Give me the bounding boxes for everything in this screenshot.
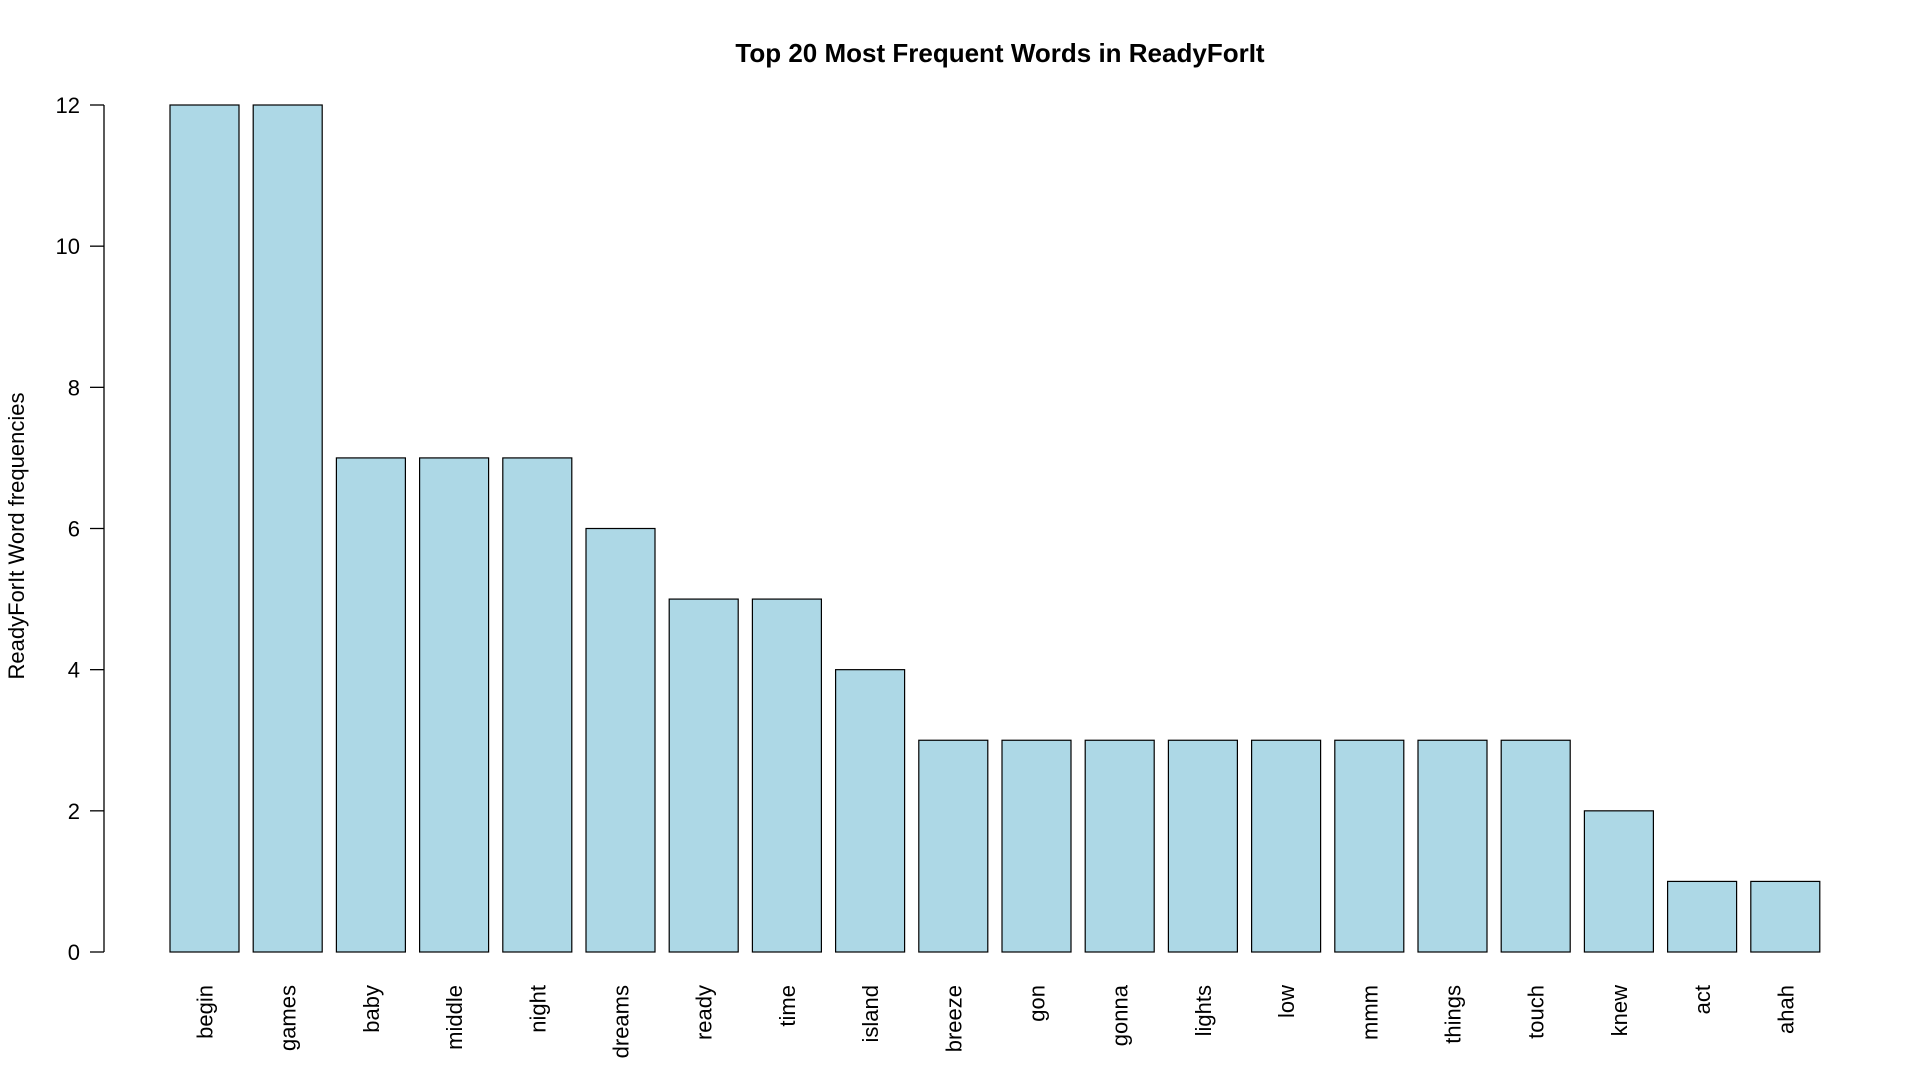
bar-night	[502, 457, 573, 953]
x-tick-label: ready	[692, 985, 717, 1040]
bar-begin	[169, 104, 240, 953]
bar-gon	[1001, 739, 1072, 953]
bar-low	[1250, 739, 1322, 953]
y-tick-label: 8	[68, 375, 80, 400]
bar-dreams	[585, 527, 656, 953]
bar-time	[751, 598, 823, 953]
y-axis-label: ReadyForIt Word frequencies	[4, 393, 29, 680]
x-tick-label: gonna	[1108, 984, 1133, 1046]
x-axis-labels: begin games baby middle night dreams ready time…	[193, 984, 1799, 1058]
bar-baby	[335, 457, 406, 953]
x-tick-label: night	[525, 985, 550, 1033]
bar-lights	[1167, 739, 1239, 953]
x-tick-label: knew	[1607, 985, 1632, 1036]
x-tick-label: middle	[442, 985, 467, 1050]
x-tick-label: begin	[193, 985, 218, 1039]
x-tick-label: act	[1690, 985, 1715, 1014]
x-tick-label: island	[858, 985, 883, 1042]
x-tick-label: low	[1274, 985, 1299, 1018]
x-tick-label: games	[276, 985, 301, 1051]
bar-mmm	[1334, 739, 1405, 953]
y-tick-label: 10	[56, 234, 80, 259]
x-tick-label: mmm	[1357, 985, 1382, 1040]
bar-ready	[668, 598, 739, 953]
x-tick-label: touch	[1524, 985, 1549, 1039]
x-tick-label: gon	[1025, 985, 1050, 1022]
bar-things	[1417, 739, 1488, 953]
x-tick-label: breeze	[941, 985, 966, 1052]
y-tick-label: 4	[68, 658, 80, 683]
bar-island	[834, 669, 906, 953]
bar-touch	[1500, 739, 1571, 953]
x-tick-label: baby	[359, 985, 384, 1033]
y-axis: 0 2 4 6 8 10 12	[56, 93, 105, 965]
bar-middle	[419, 457, 490, 953]
x-tick-label: things	[1441, 985, 1466, 1044]
x-tick-label: dreams	[609, 985, 634, 1058]
x-tick-label: time	[775, 985, 800, 1027]
bar-gonna	[1084, 739, 1155, 953]
x-tick-label: lights	[1191, 985, 1216, 1036]
y-tick-label: 6	[68, 517, 80, 542]
bar-games	[252, 104, 323, 953]
bar-ahah	[1750, 880, 1821, 953]
y-tick-label: 12	[56, 93, 80, 118]
bars-group	[169, 104, 1821, 953]
y-tick-label: 0	[68, 940, 80, 965]
bar-knew	[1583, 810, 1655, 953]
y-tick-label: 2	[68, 799, 80, 824]
bar-act	[1666, 880, 1738, 953]
bar-breeze	[918, 739, 989, 953]
x-tick-label: ahah	[1773, 985, 1798, 1034]
chart-title: Top 20 Most Frequent Words in ReadyForIt	[735, 38, 1265, 68]
